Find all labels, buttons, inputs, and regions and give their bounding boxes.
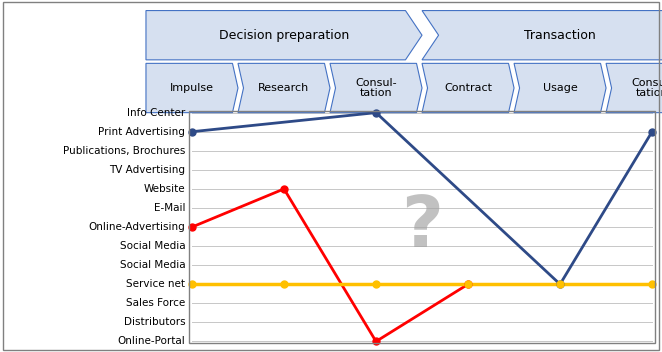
Polygon shape: [330, 63, 422, 113]
Polygon shape: [238, 63, 330, 113]
Text: Sales Force: Sales Force: [126, 298, 185, 308]
Text: Contract: Contract: [444, 83, 492, 93]
Text: Online-Advertising: Online-Advertising: [89, 222, 185, 232]
Text: Consul-
tation: Consul- tation: [355, 77, 397, 99]
Text: Online-Portal: Online-Portal: [118, 337, 185, 346]
Text: E-Mail: E-Mail: [154, 203, 185, 213]
Text: Social Media: Social Media: [120, 241, 185, 251]
Polygon shape: [422, 63, 514, 113]
Text: Research: Research: [258, 83, 310, 93]
Polygon shape: [606, 63, 662, 113]
Point: [371, 282, 381, 287]
Point: [187, 224, 197, 230]
Point: [279, 186, 289, 192]
Polygon shape: [514, 63, 606, 113]
Text: Publications, Brochures: Publications, Brochures: [63, 146, 185, 156]
Text: TV Advertising: TV Advertising: [109, 165, 185, 175]
Text: Transaction: Transaction: [524, 29, 596, 42]
Polygon shape: [146, 63, 238, 113]
Text: ?: ?: [401, 193, 443, 262]
Point: [555, 282, 565, 287]
Text: Info Center: Info Center: [127, 108, 185, 118]
Point: [279, 282, 289, 287]
Point: [647, 282, 657, 287]
Polygon shape: [146, 11, 422, 60]
Point: [187, 129, 197, 134]
Text: Distributors: Distributors: [124, 318, 185, 327]
Text: Service net: Service net: [126, 279, 185, 289]
Text: Impulse: Impulse: [170, 83, 214, 93]
Text: Usage: Usage: [543, 83, 577, 93]
Text: Print Advertising: Print Advertising: [99, 127, 185, 137]
Point: [555, 282, 565, 287]
Point: [187, 282, 197, 287]
Point: [371, 110, 381, 115]
Point: [371, 339, 381, 344]
Point: [463, 282, 473, 287]
Polygon shape: [422, 11, 662, 60]
Text: Website: Website: [144, 184, 185, 194]
Point: [647, 129, 657, 134]
Point: [463, 282, 473, 287]
Text: Decision preparation: Decision preparation: [219, 29, 349, 42]
Text: Social Media: Social Media: [120, 260, 185, 270]
Text: Consul-
tation: Consul- tation: [632, 77, 662, 99]
